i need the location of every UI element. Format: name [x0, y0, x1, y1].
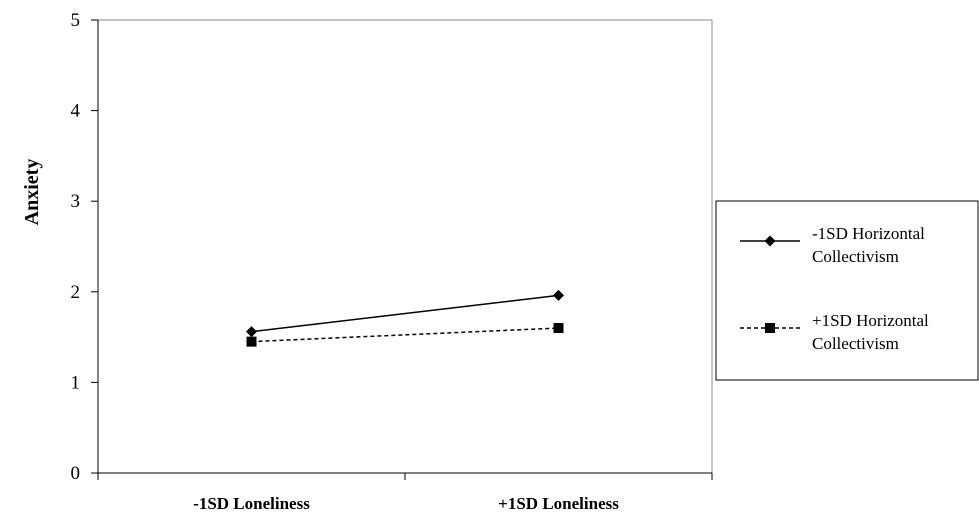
data-point — [246, 326, 257, 338]
y-tick-label: 2 — [71, 282, 81, 303]
x-tick-label: -1SD Loneliness — [193, 494, 310, 513]
y-axis-title: Anxiety — [21, 159, 43, 226]
y-tick-label: 0 — [71, 463, 81, 484]
legend-box — [715, 200, 979, 381]
data-point — [246, 336, 257, 347]
legend-marker — [765, 323, 775, 333]
legend-label-line1: +1SD Horizontal — [812, 311, 929, 330]
y-tick-label: 5 — [71, 10, 81, 31]
legend-item-1: -1SD Horizontal Collectivism — [740, 224, 925, 266]
legend-label-line2: Collectivism — [812, 247, 899, 266]
data-point — [553, 323, 564, 334]
legend-marker — [764, 235, 776, 247]
series-2 — [246, 323, 564, 347]
x-ticks: -1SD Loneliness +1SD Loneliness — [97, 473, 713, 513]
series-line — [251, 327, 559, 343]
x-tick-label: +1SD Loneliness — [498, 494, 619, 513]
series-1 — [246, 289, 564, 338]
legend-item-2: +1SD Horizontal Collectivism — [740, 311, 929, 353]
y-ticks: 0 1 2 3 4 5 — [71, 10, 98, 484]
legend-label-line1: -1SD Horizontal — [812, 224, 925, 243]
y-tick-label: 1 — [71, 372, 81, 393]
plot-area — [97, 19, 713, 474]
series-line — [251, 294, 559, 333]
y-tick-label: 3 — [71, 191, 81, 212]
series-layer — [246, 289, 564, 347]
y-tick-label: 4 — [71, 101, 81, 122]
data-point — [553, 289, 564, 301]
legend-label-line2: Collectivism — [812, 334, 899, 353]
